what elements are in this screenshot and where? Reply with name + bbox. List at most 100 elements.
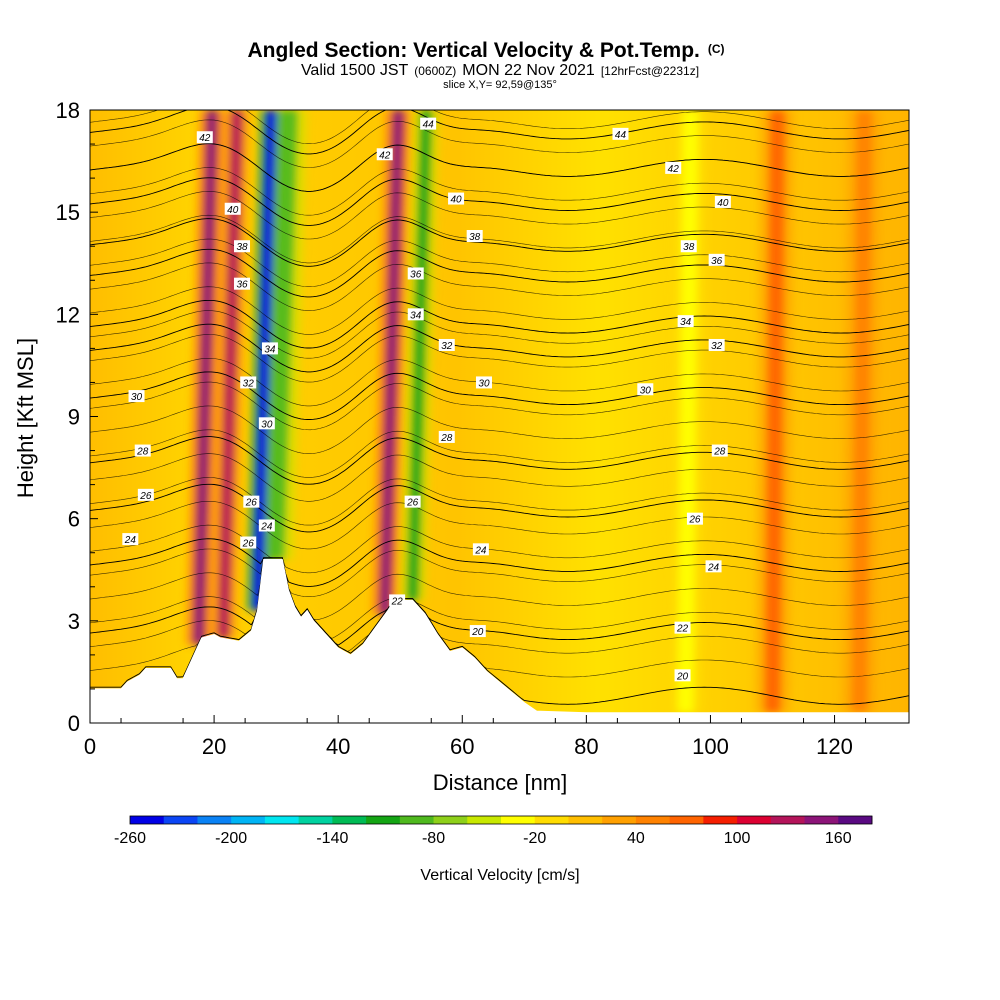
theta-contour — [90, 483, 909, 533]
theta-label: 34 — [264, 344, 276, 355]
theta-label: 24 — [260, 521, 273, 532]
theta-contour-minor — [90, 310, 909, 359]
colorbar-frame — [129, 815, 873, 825]
theta-label: 34 — [410, 310, 422, 321]
x-tick-label: 60 — [450, 734, 474, 759]
theta-label-bg — [472, 543, 489, 556]
y-tick-label: 3 — [68, 609, 80, 634]
theta-label-bg — [708, 338, 725, 351]
colorbar-tick-label: -140 — [316, 830, 348, 847]
theta-label-bg — [224, 202, 241, 215]
theta-contour-minor — [90, 429, 909, 478]
theta-label: 22 — [391, 596, 404, 607]
colorbar-swatch — [399, 816, 434, 824]
theta-label: 40 — [717, 198, 729, 209]
theta-contour — [90, 218, 909, 267]
colorbar-tick-label: -200 — [215, 830, 247, 847]
theta-label: 40 — [227, 205, 239, 216]
theta-label: 30 — [131, 392, 143, 403]
theta-label: 36 — [236, 280, 248, 291]
theta-contour-minor — [90, 557, 909, 654]
x-tick-label: 20 — [202, 734, 226, 759]
theta-label: 24 — [124, 535, 137, 546]
theta-label: 28 — [136, 447, 149, 458]
theta-label-bg — [714, 195, 731, 208]
theta-label: 26 — [406, 498, 419, 509]
theta-contour-minor — [90, 548, 909, 597]
theta-label-bg — [705, 560, 722, 573]
theta-label: 38 — [469, 232, 481, 243]
theta-label: 36 — [410, 269, 422, 280]
colorbar-swatch — [467, 816, 502, 824]
theta-label: 28 — [713, 447, 726, 458]
theta-contour-minor — [90, 405, 909, 454]
colorbar-swatch — [804, 816, 839, 824]
theta-contour-minor — [90, 557, 909, 678]
theta-label-bg — [448, 192, 465, 205]
theta-contour-labels: 20 20 22 22 24 24 24 24 26 26 26 26 26 28 28 28 30 30 30 30… — [122, 117, 731, 682]
velocity-band — [406, 110, 433, 601]
theta-contour-minor — [90, 334, 909, 383]
theta-label-bg — [637, 383, 654, 396]
theta-label-bg — [438, 338, 455, 351]
theta-label-bg — [680, 240, 697, 253]
colorbar-swatch — [264, 816, 300, 824]
theta-contour-minor — [90, 262, 909, 311]
y-axis-label: Height [Kft MSL] — [13, 338, 38, 498]
theta-label-bg — [243, 495, 260, 508]
theta-contour — [90, 371, 909, 420]
theta-label-bg — [137, 488, 154, 501]
y-tick-label: 0 — [68, 711, 80, 736]
colorbar-swatch — [366, 816, 401, 824]
theta-contour — [90, 110, 909, 155]
x-axis: 0 20 40 60 80 100 120 — [84, 715, 867, 759]
theta-label-bg — [261, 342, 278, 355]
theta-contour — [90, 248, 909, 298]
colorbar-label: Vertical Velocity [cm/s] — [420, 867, 579, 884]
chart-subtitle: Valid 1500 JST (0600Z) MON 22 Nov 2021 [12h… — [301, 62, 699, 79]
colorbar-swatch — [501, 816, 536, 824]
colorbar-tick-label: 160 — [825, 830, 852, 847]
theta-contour-minor — [90, 286, 909, 335]
theta-contour — [90, 557, 909, 646]
theta-contour-minor — [90, 238, 909, 287]
velocity-band — [192, 110, 219, 645]
theta-contour-minor — [90, 143, 909, 192]
theta-label: 42 — [379, 150, 391, 161]
colorbar-tick-label: 100 — [724, 830, 751, 847]
colorbar-swatch — [433, 816, 468, 824]
theta-contour-minor — [90, 214, 909, 264]
theta-label: 32 — [711, 341, 723, 352]
theta-label-bg — [234, 277, 251, 290]
colorbar-swatch — [669, 816, 704, 824]
x-tick-label: 40 — [326, 734, 350, 759]
colorbar-swatch — [703, 816, 738, 824]
theta-contour — [90, 177, 909, 226]
theta-label-bg — [258, 417, 275, 430]
theta-label: 34 — [680, 317, 692, 328]
theta-label-bg — [711, 444, 728, 457]
theta-label: 36 — [711, 256, 723, 267]
theta-label-bg — [404, 495, 421, 508]
theta-contour-minor — [90, 501, 909, 550]
theta-contour-minor — [90, 167, 909, 216]
theta-label-bg — [674, 669, 691, 682]
y-tick-label: 9 — [68, 405, 80, 430]
theta-contour-minor — [90, 453, 909, 502]
velocity-bands — [185, 110, 883, 713]
terrain — [90, 559, 909, 723]
theta-contour-minor — [90, 191, 909, 240]
theta-label: 40 — [451, 195, 463, 206]
theta-label-bg — [258, 519, 275, 532]
y-tick-label: 18 — [56, 98, 80, 123]
colorbar-tick-label: -20 — [523, 830, 546, 847]
theta-label-bg — [708, 253, 725, 266]
theta-label-bg — [420, 117, 437, 130]
velocity-band — [268, 110, 298, 560]
colorbar-swatch — [534, 816, 569, 824]
colorbar-swatch — [635, 816, 671, 824]
colorbar-tick-label: -80 — [422, 830, 445, 847]
theta-label-bg — [674, 621, 691, 634]
theta-contour-minor — [90, 110, 909, 144]
theta-label-bg — [612, 127, 629, 140]
